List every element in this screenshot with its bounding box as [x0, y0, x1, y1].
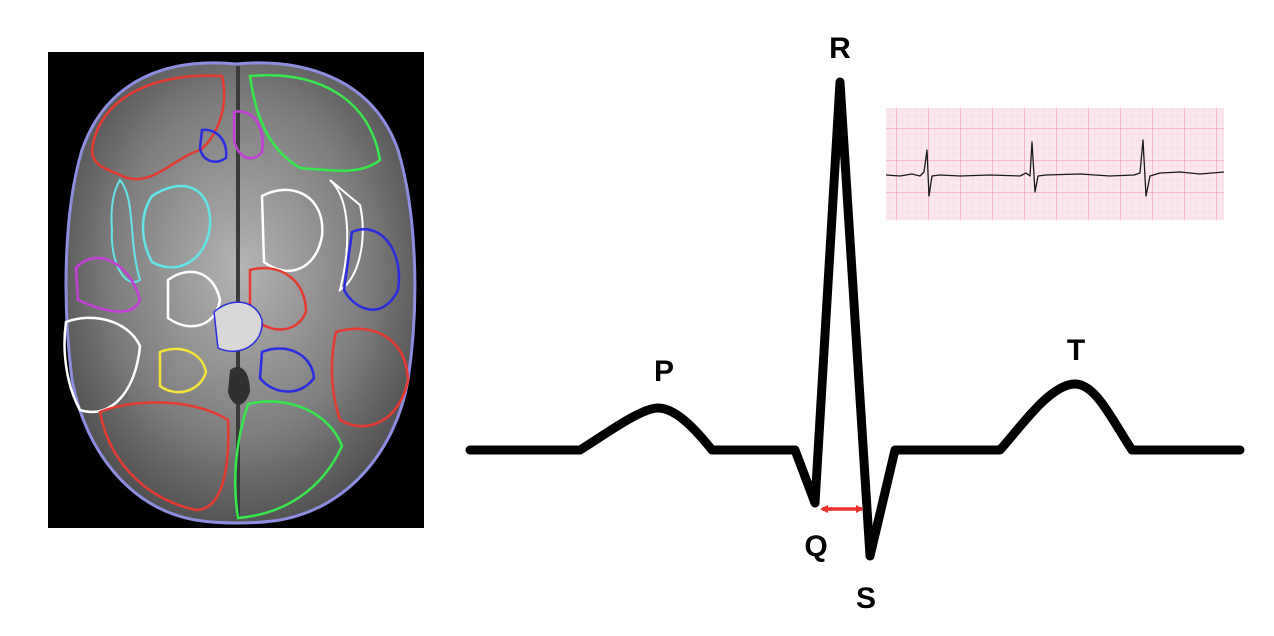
- region-left-occipital-white: [63, 316, 142, 414]
- region-right-hippocampus: [258, 347, 316, 393]
- t-wave-label: T: [1067, 334, 1085, 367]
- region-cerebellar-vermis: [228, 366, 250, 405]
- q-wave-label: Q: [804, 530, 827, 563]
- brain-mri-segmentation-icon: [63, 61, 417, 525]
- p-wave-label: P: [654, 355, 674, 388]
- region-right-temporal: [342, 228, 401, 311]
- region-left-temporal: [74, 256, 142, 313]
- region-left-frontal: [90, 74, 226, 181]
- region-right-lateral-temporal: [330, 327, 410, 428]
- region-right-occipital: [234, 400, 344, 520]
- region-left-hippocampus: [158, 347, 208, 394]
- region-left-thalamus: [166, 270, 222, 328]
- ecg-trace: [465, 77, 1245, 561]
- region-left-basal-ganglia: [141, 184, 212, 269]
- ecg-strip-inset: [885, 108, 1225, 220]
- ecg-strip-trace: [885, 139, 1225, 197]
- region-right-basal-ganglia: [260, 188, 324, 272]
- region-medial-frontal: [232, 110, 264, 160]
- brain-mri-panel: [48, 52, 424, 528]
- ecg-paper-grid: [886, 108, 1224, 220]
- region-orbital: [198, 128, 228, 163]
- region-right-insula: [329, 179, 364, 292]
- ecg-pqrst-diagram: P R Q S T: [465, 32, 1245, 615]
- region-right-frontal: [248, 74, 382, 172]
- r-wave-label: R: [829, 32, 851, 65]
- s-wave-label: S: [856, 582, 876, 615]
- region-ventricle: [213, 301, 263, 353]
- region-left-insula: [110, 178, 142, 283]
- brain-silhouette: [64, 61, 417, 525]
- region-left-occipital: [98, 401, 230, 512]
